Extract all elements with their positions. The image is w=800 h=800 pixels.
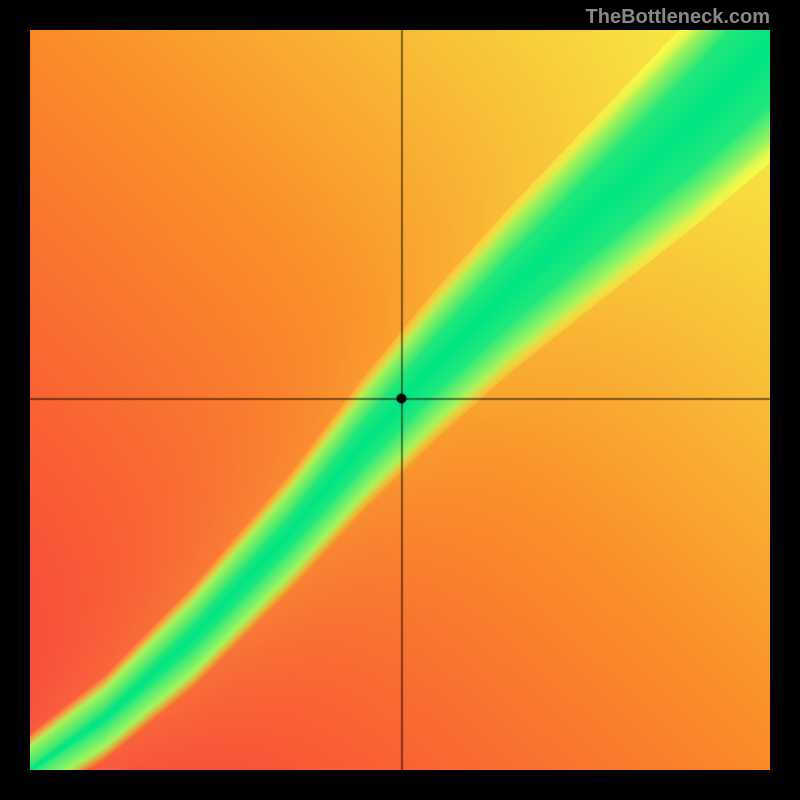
bottleneck-heatmap — [30, 30, 770, 770]
watermark-text: TheBottleneck.com — [586, 6, 770, 29]
heatmap-canvas — [30, 30, 770, 770]
